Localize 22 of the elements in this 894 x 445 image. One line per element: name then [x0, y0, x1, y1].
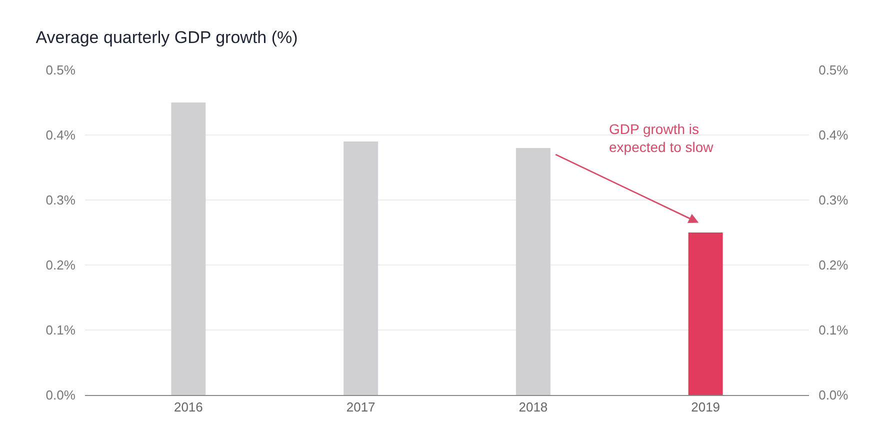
y2-tick-label: 0.1%	[818, 322, 849, 338]
y-tick-label: 0.1%	[46, 322, 76, 338]
y-tick-label: 0.0%	[46, 388, 76, 403]
annotation: GDP growth is expected to slow	[609, 121, 714, 156]
x-tick-label: 2017	[346, 400, 376, 415]
x-tick-label: 2016	[174, 400, 203, 415]
y-tick-label: 0.2%	[46, 258, 76, 273]
x-tick-label: 2018	[518, 400, 548, 415]
bar	[688, 232, 723, 395]
y2-tick-label: 0.2%	[818, 258, 849, 273]
y-tick-label: 0.4%	[46, 128, 76, 143]
bar	[516, 148, 550, 395]
y2-tick-label: 0.5%	[818, 62, 849, 78]
chart-title: Average quarterly GDP growth (%)	[36, 28, 298, 48]
y2-tick-label: 0.4%	[818, 128, 849, 143]
y-tick-label: 0.5%	[46, 62, 76, 78]
y2-tick-label: 0.3%	[818, 192, 849, 208]
y2-tick-label: 0.0%	[818, 388, 849, 403]
x-tick-label: 2019	[691, 400, 720, 415]
bar	[344, 142, 378, 395]
y-tick-label: 0.3%	[46, 192, 76, 208]
bar	[171, 102, 206, 395]
